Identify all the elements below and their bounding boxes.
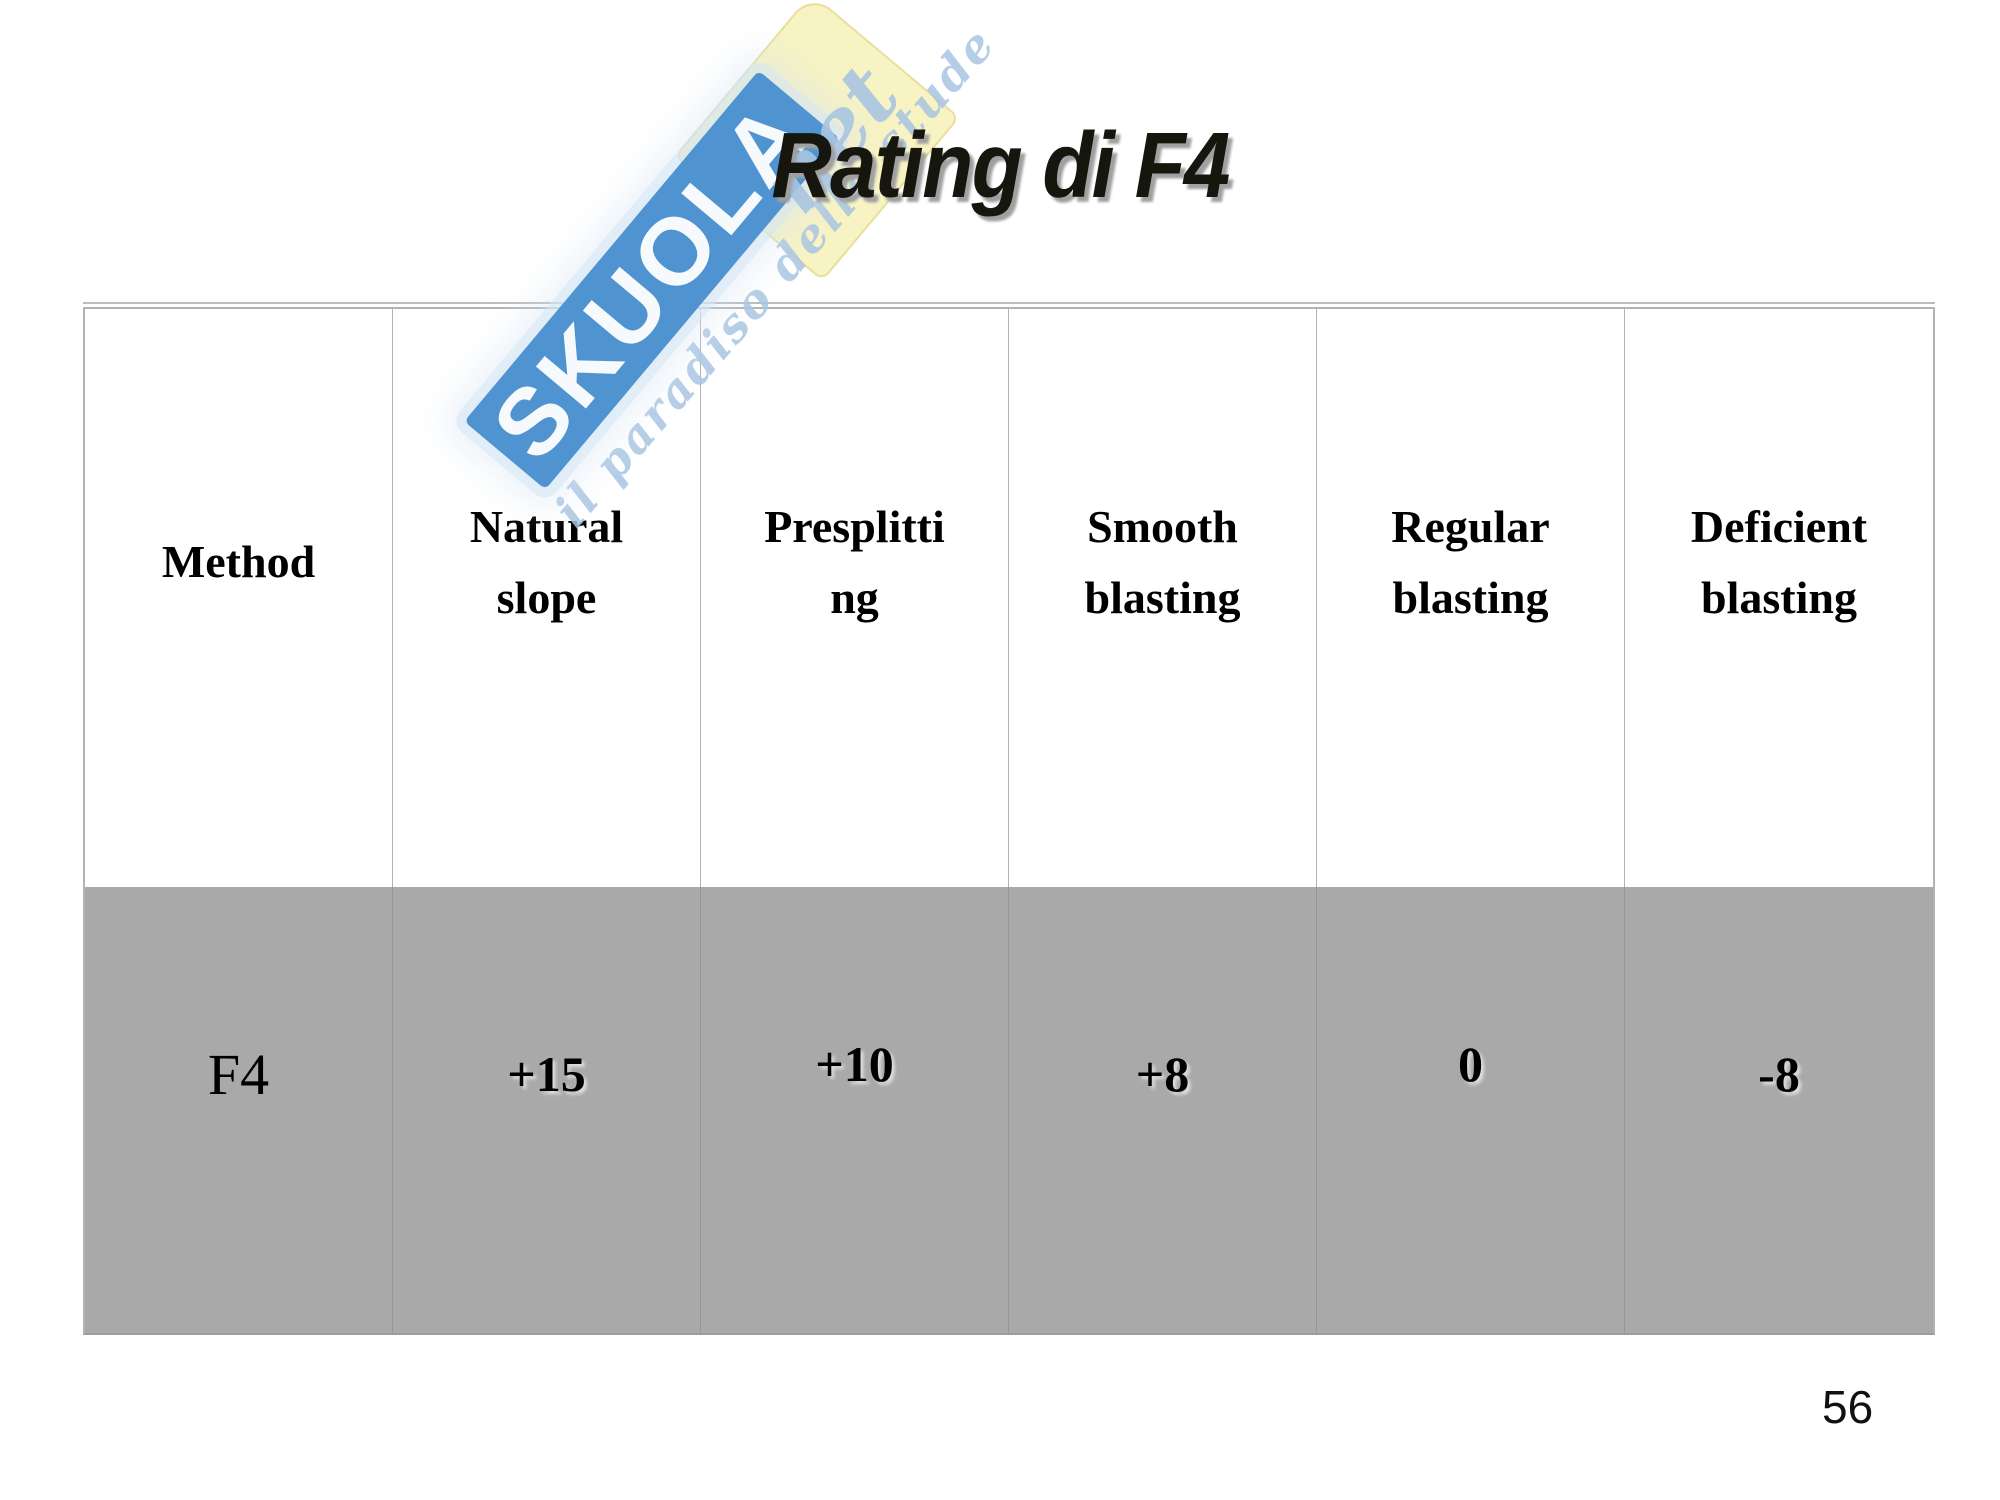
- cell-natural-slope-value: +15: [507, 1046, 586, 1102]
- column-header-deficient-blasting: Deficient blasting: [1625, 309, 1933, 887]
- cell-regular-blasting-value: 0: [1458, 1036, 1483, 1092]
- cell-method-f4: F4: [85, 887, 393, 1333]
- cell-smooth-blasting: +8: [1009, 887, 1317, 1333]
- column-header-regular-blasting: Regular blasting: [1317, 309, 1625, 887]
- column-header-smooth-blasting: Smooth blasting: [1009, 309, 1317, 887]
- cell-smooth-blasting-value: +8: [1135, 1046, 1190, 1102]
- cell-deficient-blasting-value: -8: [1758, 1046, 1800, 1102]
- column-header-method: Method: [85, 309, 393, 887]
- cell-presplitting: +10: [701, 887, 1009, 1333]
- rating-table: Method Natural slope Presplitti ng Smoot…: [83, 302, 1935, 1335]
- cell-natural-slope: +15: [393, 887, 701, 1333]
- cell-regular-blasting: 0: [1317, 887, 1625, 1333]
- page-number: 56: [1822, 1381, 1874, 1433]
- page-title: Rating di F4: [771, 113, 1230, 217]
- cell-method-f4-value: F4: [207, 1041, 270, 1107]
- column-header-presplitting: Presplitti ng: [701, 309, 1009, 887]
- cell-presplitting-value: +10: [815, 1036, 894, 1092]
- cell-deficient-blasting: -8: [1625, 887, 1933, 1333]
